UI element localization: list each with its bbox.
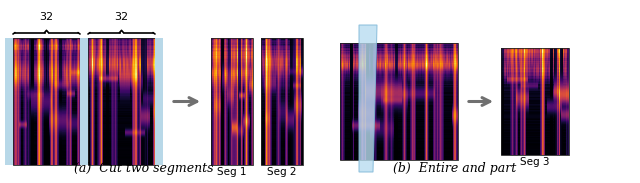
Bar [211, 38, 253, 165]
Bar [155, 38, 163, 165]
Text: Seg 3: Seg 3 [520, 157, 550, 167]
Bar [5, 38, 163, 165]
Text: (b)  Entire and part: (b) Entire and part [393, 162, 516, 175]
Bar [88, 38, 155, 165]
Text: Seg 1: Seg 1 [217, 167, 247, 177]
Bar [261, 38, 303, 165]
Bar [501, 48, 569, 155]
Bar [340, 43, 458, 160]
Polygon shape [359, 25, 377, 172]
Text: 32: 32 [115, 12, 129, 22]
Text: (a)  Cut two segments: (a) Cut two segments [74, 162, 213, 175]
Bar [80, 38, 88, 165]
Text: Seg 2: Seg 2 [268, 167, 297, 177]
Text: 32: 32 [40, 12, 54, 22]
Bar [13, 38, 80, 165]
